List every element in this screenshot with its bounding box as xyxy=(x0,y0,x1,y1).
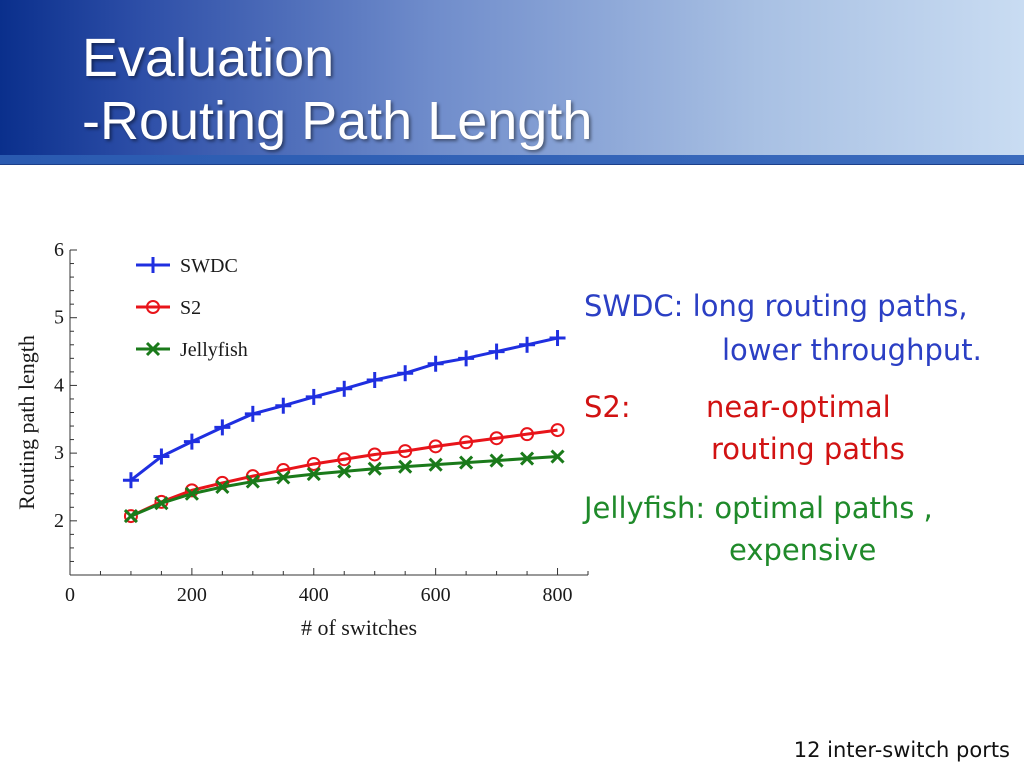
s2-data-point xyxy=(489,431,504,446)
s2-note-line2: routing paths xyxy=(711,432,905,466)
jellyfish-data-point xyxy=(519,451,535,466)
jellyfish-data-point xyxy=(215,479,230,495)
swdc-data-point xyxy=(244,405,261,422)
swdc-data-point xyxy=(122,472,139,489)
chart-legend: SWDC S2 Jellyfish xyxy=(136,255,248,361)
s2-note-line1: near-optimal xyxy=(706,390,891,424)
x-tick-label: 200 xyxy=(177,584,207,606)
s2-data-point xyxy=(306,456,321,471)
swdc-note-key: SWDC: xyxy=(584,289,684,323)
s2-data-point xyxy=(550,423,565,438)
swdc-data-point xyxy=(183,433,200,450)
jellyfish-data-point xyxy=(550,449,565,464)
x-tick-label: 400 xyxy=(299,584,329,606)
swdc-note-label: SWDC: long routing paths, xyxy=(584,286,968,326)
x-tick-label: 0 xyxy=(65,584,75,606)
jellyfish-data-point xyxy=(306,467,321,482)
y-tick-label: 3 xyxy=(54,442,64,464)
legend-item-swdc: SWDC xyxy=(136,255,238,277)
footnote: 12 inter-switch ports xyxy=(793,738,1010,762)
legend-label-s2: S2 xyxy=(180,297,201,319)
s2-note-key: S2: xyxy=(584,390,631,424)
x-axis-title: # of switches xyxy=(301,615,417,640)
jellyfish-data-point xyxy=(489,453,504,468)
jellyfish-data-point xyxy=(184,486,199,501)
swdc-data-point xyxy=(488,343,505,360)
legend-marker-s2 xyxy=(146,300,160,314)
swdc-data-point xyxy=(549,330,566,347)
swdc-data-point xyxy=(214,419,231,436)
slide-subtitle: -Routing Path Length xyxy=(82,91,593,151)
x-tick-label: 800 xyxy=(543,584,573,606)
jellyfish-note-key: Jellyfish: xyxy=(584,491,706,525)
slide-title: Evaluation xyxy=(82,28,335,88)
s2-data-point xyxy=(428,439,443,454)
jellyfish-data-point xyxy=(154,496,169,511)
y-tick-label: 5 xyxy=(54,307,64,329)
swdc-data-point xyxy=(336,380,353,397)
title-banner xyxy=(0,0,1024,155)
s2-data-point xyxy=(520,427,535,442)
jellyfish-note-line2: expensive xyxy=(729,533,877,567)
legend-marker-jellyfish xyxy=(145,341,161,357)
s2-series-line xyxy=(130,428,558,518)
swdc-data-point xyxy=(153,448,170,465)
s2-data-point xyxy=(367,447,382,462)
jellyfish-data-point xyxy=(123,509,139,524)
chart-series xyxy=(122,330,566,524)
jellyfish-note-line1: optimal paths , xyxy=(714,491,933,525)
s2-data-point xyxy=(123,509,138,524)
s2-data-point xyxy=(459,435,474,450)
legend-item-s2: S2 xyxy=(136,297,201,319)
y-axis-title: Routing path length xyxy=(14,335,39,510)
y-tick-label: 6 xyxy=(54,239,64,261)
s2-data-point xyxy=(337,452,352,467)
legend-label-swdc: SWDC xyxy=(180,255,238,277)
jellyfish-note-label: Jellyfish: optimal paths , xyxy=(584,488,933,528)
swdc-data-point xyxy=(275,397,292,414)
swdc-note-line2: lower throughput. xyxy=(722,333,982,367)
legend-marker-swdc xyxy=(145,257,161,273)
swdc-note-line1: long routing paths, xyxy=(692,289,968,323)
swdc-data-point xyxy=(519,336,536,353)
jellyfish-data-point xyxy=(245,474,260,489)
jellyfish-data-point xyxy=(428,457,443,472)
swdc-data-point xyxy=(305,388,322,405)
jellyfish-data-point xyxy=(367,461,382,476)
legend-item-jellyfish: Jellyfish xyxy=(136,339,248,361)
x-tick-label: 600 xyxy=(421,584,451,606)
s2-data-point xyxy=(184,483,199,498)
swdc-data-point xyxy=(458,350,475,367)
y-tick-label: 2 xyxy=(54,510,64,532)
swdc-data-point xyxy=(366,372,383,388)
swdc-data-point xyxy=(427,355,444,372)
legend-label-jellyfish: Jellyfish xyxy=(180,339,248,361)
s2-data-point xyxy=(398,444,413,459)
jellyfish-data-point xyxy=(276,470,291,485)
jellyfish-data-point xyxy=(459,455,474,470)
routing-path-length-chart: 0 200 400 600 800 2 3 4 5 6 # of switches Routing p… xyxy=(14,239,589,640)
jellyfish-data-point xyxy=(398,459,413,474)
jellyfish-data-point xyxy=(337,464,352,479)
y-tick-label: 4 xyxy=(54,374,64,396)
chart-axes: 0 200 400 600 800 2 3 4 5 6 # of switches Routing p… xyxy=(14,239,589,640)
swdc-data-point xyxy=(397,365,414,382)
title-banner-rule xyxy=(0,155,1024,165)
